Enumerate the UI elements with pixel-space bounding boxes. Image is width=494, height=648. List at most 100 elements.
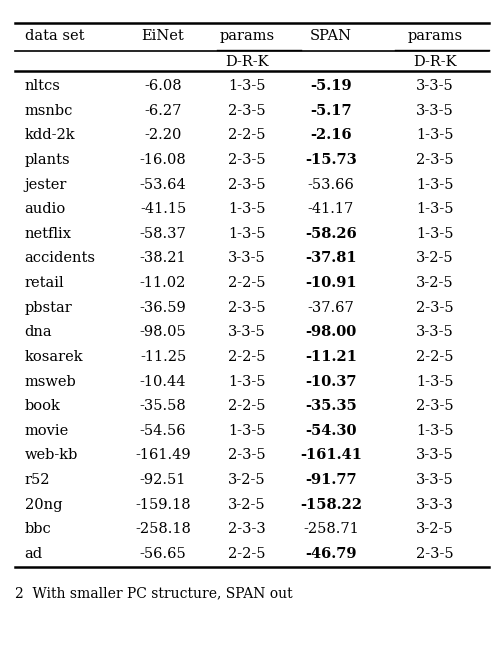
Text: kdd-2k: kdd-2k <box>25 128 75 143</box>
Text: -54.56: -54.56 <box>140 424 186 438</box>
Text: 3-3-5: 3-3-5 <box>416 325 453 340</box>
Text: D-R-K: D-R-K <box>413 54 456 69</box>
Text: 1-3-5: 1-3-5 <box>416 227 453 241</box>
Text: -5.19: -5.19 <box>310 79 352 93</box>
Text: 1-3-5: 1-3-5 <box>228 202 266 216</box>
Text: EiNet: EiNet <box>142 29 184 43</box>
Text: 2-3-5: 2-3-5 <box>228 301 266 315</box>
Text: -98.00: -98.00 <box>305 325 357 340</box>
Text: -92.51: -92.51 <box>140 473 186 487</box>
Text: params: params <box>407 29 462 43</box>
Text: retail: retail <box>25 276 64 290</box>
Text: 3-3-5: 3-3-5 <box>416 448 453 463</box>
Text: -35.58: -35.58 <box>140 399 186 413</box>
Text: -53.64: -53.64 <box>140 178 186 192</box>
Text: book: book <box>25 399 61 413</box>
Text: movie: movie <box>25 424 69 438</box>
Text: 3-2-5: 3-2-5 <box>228 473 266 487</box>
Text: -6.27: -6.27 <box>144 104 182 118</box>
Text: 2-3-5: 2-3-5 <box>416 153 453 167</box>
Text: -46.79: -46.79 <box>305 547 357 561</box>
Text: pbstar: pbstar <box>25 301 73 315</box>
Text: ad: ad <box>25 547 43 561</box>
Text: -6.08: -6.08 <box>144 79 182 93</box>
Text: bbc: bbc <box>25 522 51 537</box>
Text: 1-3-5: 1-3-5 <box>228 424 266 438</box>
Text: -161.49: -161.49 <box>135 448 191 463</box>
Text: -159.18: -159.18 <box>135 498 191 512</box>
Text: D-R-K: D-R-K <box>225 54 269 69</box>
Text: -38.21: -38.21 <box>140 251 186 266</box>
Text: -98.05: -98.05 <box>140 325 186 340</box>
Text: 2-3-5: 2-3-5 <box>228 178 266 192</box>
Text: 3-2-5: 3-2-5 <box>416 251 453 266</box>
Text: -5.17: -5.17 <box>310 104 352 118</box>
Text: -158.22: -158.22 <box>300 498 362 512</box>
Text: 2-3-5: 2-3-5 <box>416 399 453 413</box>
Text: 1-3-5: 1-3-5 <box>228 227 266 241</box>
Text: 1-3-5: 1-3-5 <box>228 79 266 93</box>
Text: 2-3-5: 2-3-5 <box>228 448 266 463</box>
Text: -56.65: -56.65 <box>140 547 186 561</box>
Text: 2-3-5: 2-3-5 <box>228 104 266 118</box>
Text: 3-3-5: 3-3-5 <box>416 79 453 93</box>
Text: -35.35: -35.35 <box>305 399 357 413</box>
Text: 3-3-5: 3-3-5 <box>416 473 453 487</box>
Text: -91.77: -91.77 <box>305 473 357 487</box>
Text: 1-3-5: 1-3-5 <box>416 375 453 389</box>
Text: -2.16: -2.16 <box>310 128 352 143</box>
Text: -10.37: -10.37 <box>305 375 357 389</box>
Text: accidents: accidents <box>25 251 96 266</box>
Text: data set: data set <box>25 29 84 43</box>
Text: 2-2-5: 2-2-5 <box>228 276 266 290</box>
Text: params: params <box>219 29 275 43</box>
Text: r52: r52 <box>25 473 50 487</box>
Text: -58.37: -58.37 <box>140 227 186 241</box>
Text: 2-3-5: 2-3-5 <box>228 153 266 167</box>
Text: 2  With smaller PC structure, SPAN out: 2 With smaller PC structure, SPAN out <box>15 586 292 601</box>
Text: -36.59: -36.59 <box>140 301 186 315</box>
Text: 3-2-5: 3-2-5 <box>416 276 453 290</box>
Text: -258.18: -258.18 <box>135 522 191 537</box>
Text: -258.71: -258.71 <box>303 522 359 537</box>
Text: netflix: netflix <box>25 227 72 241</box>
Text: 2-2-5: 2-2-5 <box>228 399 266 413</box>
Text: 3-3-3: 3-3-3 <box>416 498 453 512</box>
Text: -15.73: -15.73 <box>305 153 357 167</box>
Text: 3-3-5: 3-3-5 <box>228 325 266 340</box>
Text: -41.17: -41.17 <box>308 202 354 216</box>
Text: -11.02: -11.02 <box>140 276 186 290</box>
Text: msnbc: msnbc <box>25 104 73 118</box>
Text: -11.25: -11.25 <box>140 350 186 364</box>
Text: 3-3-5: 3-3-5 <box>228 251 266 266</box>
Text: -10.91: -10.91 <box>305 276 357 290</box>
Text: 1-3-5: 1-3-5 <box>416 424 453 438</box>
Text: 1-3-5: 1-3-5 <box>416 128 453 143</box>
Text: 2-3-3: 2-3-3 <box>228 522 266 537</box>
Text: web-kb: web-kb <box>25 448 78 463</box>
Text: SPAN: SPAN <box>310 29 352 43</box>
Text: 2-3-5: 2-3-5 <box>416 301 453 315</box>
Text: plants: plants <box>25 153 70 167</box>
Text: kosarek: kosarek <box>25 350 83 364</box>
Text: -53.66: -53.66 <box>308 178 354 192</box>
Text: 2-2-5: 2-2-5 <box>228 547 266 561</box>
Text: -37.67: -37.67 <box>308 301 354 315</box>
Text: -161.41: -161.41 <box>300 448 362 463</box>
Text: -54.30: -54.30 <box>305 424 357 438</box>
Text: -16.08: -16.08 <box>140 153 186 167</box>
Text: 2-2-5: 2-2-5 <box>228 128 266 143</box>
Text: nltcs: nltcs <box>25 79 61 93</box>
Text: 1-3-5: 1-3-5 <box>416 178 453 192</box>
Text: -41.15: -41.15 <box>140 202 186 216</box>
Text: -10.44: -10.44 <box>140 375 186 389</box>
Text: -37.81: -37.81 <box>305 251 357 266</box>
Text: 1-3-5: 1-3-5 <box>416 202 453 216</box>
Text: jester: jester <box>25 178 67 192</box>
Text: 20ng: 20ng <box>25 498 62 512</box>
Text: dna: dna <box>25 325 52 340</box>
Text: -58.26: -58.26 <box>305 227 357 241</box>
Text: 2-3-5: 2-3-5 <box>416 547 453 561</box>
Text: 2-2-5: 2-2-5 <box>228 350 266 364</box>
Text: 3-2-5: 3-2-5 <box>228 498 266 512</box>
